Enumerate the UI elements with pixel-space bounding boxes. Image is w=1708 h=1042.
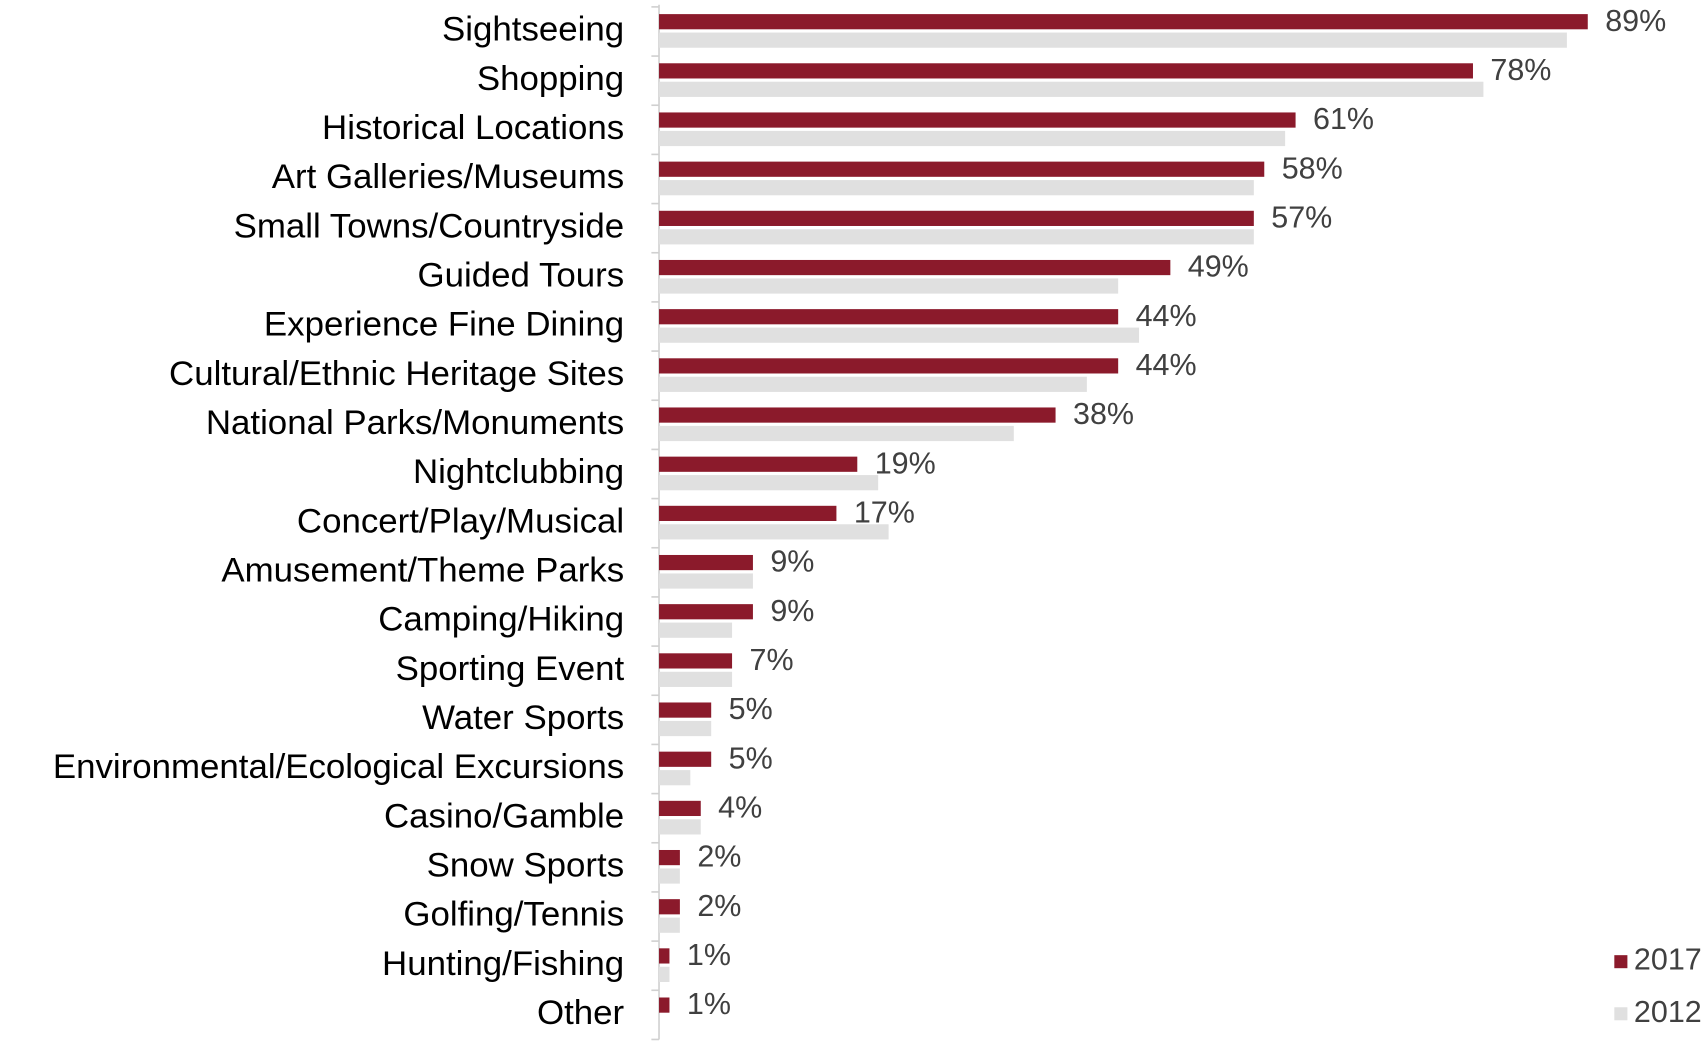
category-label: Hunting/Fishing <box>382 945 624 983</box>
category-label: Cultural/Ethnic Heritage Sites <box>169 355 624 393</box>
value-label: 1% <box>687 938 731 972</box>
category-label: Sporting Event <box>396 650 625 688</box>
bar <box>659 653 733 669</box>
category-label: Small Towns/Countryside <box>234 207 625 245</box>
category-label: Guided Tours <box>418 257 625 295</box>
value-label: 7% <box>749 643 793 677</box>
value-label: 61% <box>1313 102 1374 136</box>
category-label: Concert/Play/Musical <box>297 502 624 540</box>
bar <box>659 456 858 472</box>
category-label: Water Sports <box>422 699 624 737</box>
category-label: National Parks/Monuments <box>206 404 624 442</box>
value-label: 1% <box>687 987 731 1021</box>
legend-label: 2012 <box>1634 995 1702 1029</box>
value-label: 5% <box>729 692 773 726</box>
category-label: Sightseeing <box>442 11 624 49</box>
value-label: 9% <box>770 545 814 579</box>
bar <box>659 358 1119 374</box>
value-label: 9% <box>770 594 814 628</box>
bar <box>659 819 701 835</box>
category-label: Environmental/Ecological Excursions <box>53 748 624 786</box>
value-label: 2% <box>697 889 741 923</box>
category-label: Camping/Hiking <box>378 601 624 639</box>
bar <box>659 720 712 737</box>
legend-swatch <box>1614 1007 1628 1021</box>
value-label: 49% <box>1188 250 1249 284</box>
bar <box>659 948 670 964</box>
bar <box>659 800 701 817</box>
bar <box>659 671 733 687</box>
legend-swatch <box>1614 955 1628 969</box>
value-label: 38% <box>1073 397 1134 431</box>
bar <box>659 475 879 491</box>
bar <box>659 554 753 571</box>
category-label: Experience Fine Dining <box>264 306 624 344</box>
bar <box>659 14 1588 30</box>
value-label: 2% <box>697 840 741 874</box>
bar <box>659 868 680 884</box>
category-label: Nightclubbing <box>413 453 624 491</box>
category-label: Other <box>537 994 624 1032</box>
bar <box>659 130 1286 147</box>
bar <box>659 278 1119 294</box>
bar <box>659 229 1254 245</box>
bar <box>659 81 1484 97</box>
category-label: Casino/Gamble <box>384 797 624 835</box>
value-label: 44% <box>1136 299 1197 333</box>
bar <box>659 966 670 982</box>
bar <box>659 604 753 620</box>
bar <box>659 505 837 521</box>
bar <box>659 425 1014 442</box>
legend-label: 2017 <box>1634 943 1702 977</box>
bar <box>659 32 1567 48</box>
bar <box>659 161 1265 177</box>
bar <box>659 702 712 718</box>
bar <box>659 63 1473 79</box>
value-label: 89% <box>1605 4 1666 38</box>
bar <box>659 180 1254 196</box>
bar <box>659 210 1254 226</box>
bar <box>659 622 733 638</box>
category-label: Art Galleries/Museums <box>272 158 624 196</box>
value-label: 58% <box>1282 151 1343 185</box>
value-label: 17% <box>854 496 915 530</box>
bar <box>659 407 1056 423</box>
bar <box>659 997 670 1013</box>
category-label: Shopping <box>477 60 624 98</box>
category-label: Golfing/Tennis <box>403 896 624 934</box>
bar <box>659 751 712 767</box>
value-label: 44% <box>1136 348 1197 382</box>
category-label: Amusement/Theme Parks <box>221 552 624 590</box>
bar <box>659 770 691 786</box>
bar <box>659 849 680 866</box>
bar <box>659 899 680 915</box>
value-label: 57% <box>1271 201 1332 235</box>
bar <box>659 259 1171 276</box>
bar <box>659 112 1296 128</box>
value-label: 78% <box>1490 53 1551 87</box>
value-label: 5% <box>729 741 773 775</box>
bar <box>659 524 889 540</box>
bar <box>659 376 1087 392</box>
category-label: Historical Locations <box>322 109 624 147</box>
value-label: 4% <box>718 791 762 825</box>
bar <box>659 917 680 933</box>
bar <box>659 309 1119 325</box>
bar <box>659 573 753 589</box>
category-label: Snow Sports <box>427 847 625 885</box>
bar <box>659 327 1140 343</box>
value-label: 19% <box>875 446 936 480</box>
